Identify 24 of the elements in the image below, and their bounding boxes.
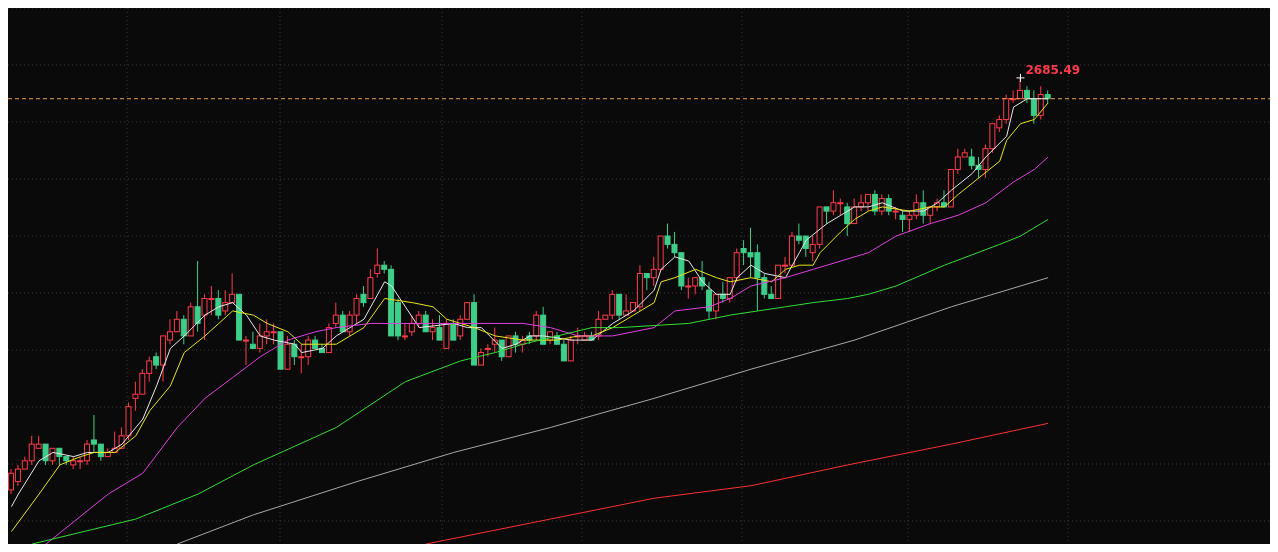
candlestick bbox=[194, 260, 201, 333]
candlestick bbox=[712, 293, 719, 320]
candlestick bbox=[367, 268, 374, 299]
candlestick bbox=[484, 343, 491, 358]
text: 2685.49 bbox=[1025, 62, 1081, 77]
candlestick bbox=[360, 285, 367, 308]
candlestick bbox=[899, 210, 906, 233]
candlestick bbox=[249, 331, 256, 349]
candlestick bbox=[242, 335, 249, 366]
candlestick bbox=[429, 318, 436, 341]
candlestick bbox=[401, 322, 408, 341]
candlestick bbox=[436, 314, 443, 341]
candlestick bbox=[616, 293, 623, 320]
candlestick bbox=[450, 318, 457, 341]
candlestick bbox=[567, 335, 574, 362]
candlestick bbox=[374, 248, 381, 279]
candlestick bbox=[291, 339, 298, 366]
candlestick bbox=[180, 314, 187, 345]
candlestick bbox=[706, 281, 713, 320]
candlestick bbox=[215, 289, 222, 320]
candlestick bbox=[844, 202, 851, 237]
candlestick bbox=[533, 310, 540, 341]
candlestick bbox=[332, 302, 339, 329]
candlestick bbox=[1030, 89, 1037, 125]
